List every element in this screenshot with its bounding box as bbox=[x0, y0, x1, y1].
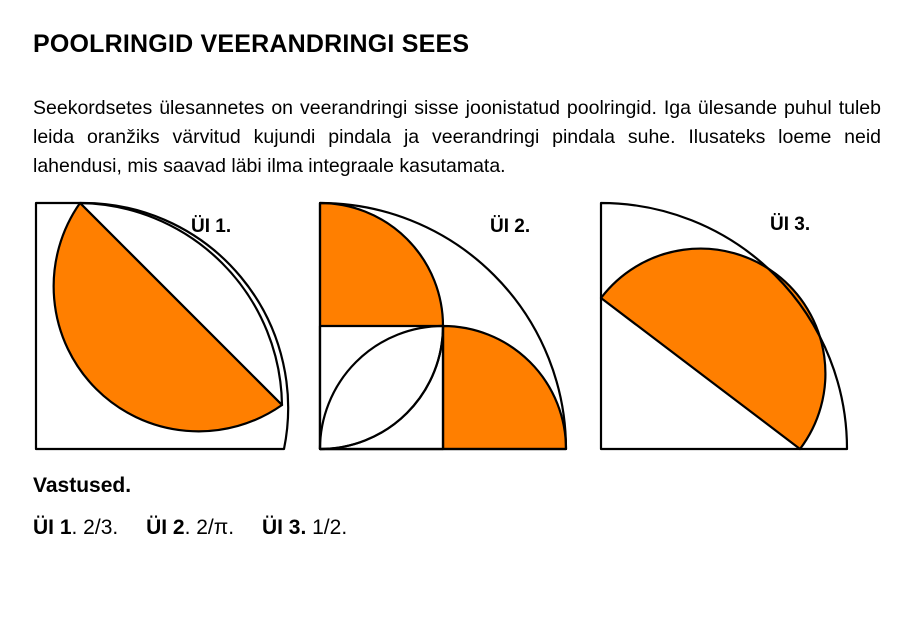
answer-3-label: ÜI 3. bbox=[261, 516, 307, 539]
figure-3-label: ÜI 3. bbox=[770, 214, 811, 235]
answer-2-value: . 2/π. bbox=[184, 516, 235, 539]
answers-line: ÜI 1. 2/3. ÜI 2. 2/π. ÜI 3. 1/2. bbox=[33, 516, 369, 540]
answer-1: ÜI 1. 2/3. bbox=[33, 516, 118, 539]
answers-heading: Vastused. bbox=[33, 474, 132, 497]
figure-2-arc-a bbox=[318, 324, 444, 450]
figure-1 bbox=[34, 201, 290, 451]
answer-3-value: 1/2. bbox=[306, 516, 348, 539]
figure-2-arc-b bbox=[319, 325, 445, 451]
figure-1-label: ÜI 1. bbox=[191, 216, 232, 237]
answer-1-value: . 2/3. bbox=[71, 516, 119, 539]
answer-2: ÜI 2. 2/π. bbox=[146, 516, 234, 539]
answer-1-label: ÜI 1 bbox=[33, 516, 72, 539]
figure-2 bbox=[318, 201, 568, 451]
figure-3-quarter-outline bbox=[599, 201, 849, 451]
intro-paragraph: Seekordsetes ülesannetes on veerandringi… bbox=[33, 97, 881, 177]
answer-3: ÜI 3. 1/2. bbox=[262, 516, 347, 539]
figure-1-orange-semicircle bbox=[52, 201, 284, 433]
figure-3 bbox=[599, 201, 849, 451]
figure-2-quarter-outline bbox=[318, 201, 568, 451]
figure-3-orange-semicircle bbox=[599, 247, 827, 451]
figure-1-quarter-outline bbox=[34, 201, 290, 451]
figure-2-orange-right-semicircle bbox=[441, 324, 568, 451]
page-title: POOLRINGID VEERANDRINGI SEES bbox=[33, 30, 470, 58]
answer-2-label: ÜI 2 bbox=[146, 516, 185, 539]
figure-2-label: ÜI 2. bbox=[490, 216, 531, 237]
